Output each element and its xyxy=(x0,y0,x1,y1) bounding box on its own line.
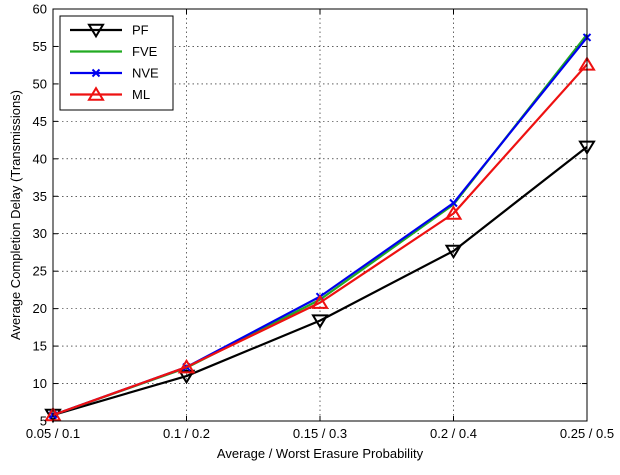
x-tick-label: 0.2 / 0.4 xyxy=(430,426,477,441)
y-tick-label: 10 xyxy=(33,376,47,391)
y-axis-label: Average Completion Delay (Transmissions) xyxy=(8,90,23,340)
y-tick-label: 20 xyxy=(33,301,47,316)
legend-label: PF xyxy=(132,23,149,38)
x-tick-label: 0.1 / 0.2 xyxy=(163,426,210,441)
x-tick-label: 0.25 / 0.5 xyxy=(560,426,614,441)
y-tick-label: 15 xyxy=(33,339,47,354)
legend: PF FVE NVE ML xyxy=(60,16,173,110)
y-tick-label: 50 xyxy=(33,76,47,91)
y-tick-label: 55 xyxy=(33,39,47,54)
y-tick-label: 45 xyxy=(33,114,47,129)
legend-label: FVE xyxy=(132,44,158,59)
x-axis-label: Average / Worst Erasure Probability xyxy=(217,446,424,461)
y-tick-label: 60 xyxy=(33,2,47,17)
x-tick-label: 0.15 / 0.3 xyxy=(293,426,347,441)
legend-label: NVE xyxy=(132,66,159,81)
y-tick-label: 35 xyxy=(33,189,47,204)
x-tick-label: 0.05 / 0.1 xyxy=(26,426,80,441)
y-tick-label: 40 xyxy=(33,151,47,166)
legend-label: ML xyxy=(132,87,150,102)
y-tick-label: 25 xyxy=(33,264,47,279)
y-tick-label: 30 xyxy=(33,226,47,241)
